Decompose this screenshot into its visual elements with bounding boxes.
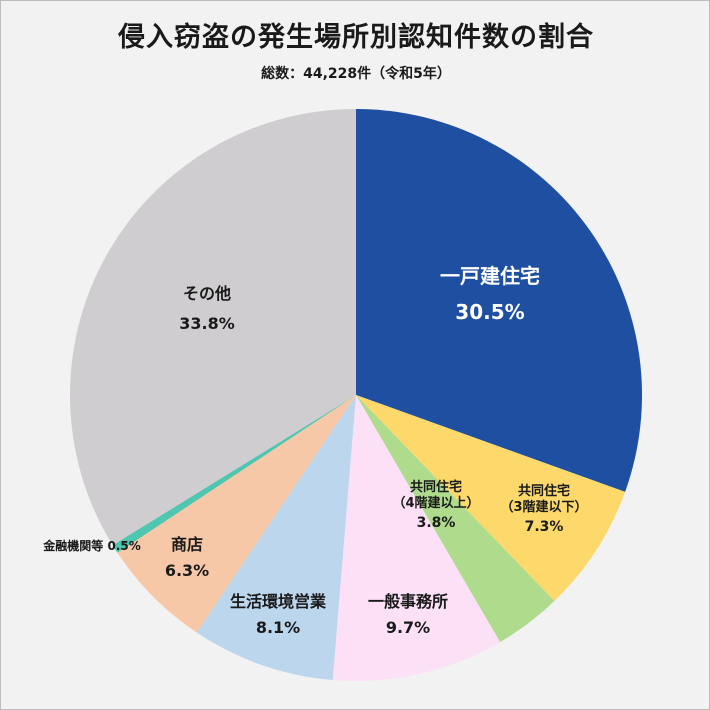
slice-label: 一戸建住宅 30.5% bbox=[440, 264, 540, 324]
pie-slice bbox=[196, 395, 356, 681]
slice-label: 金融機関等 0.5% bbox=[42, 538, 140, 553]
pie-slice bbox=[117, 395, 356, 633]
slice-label: 生活環境営業 8.1% bbox=[230, 592, 327, 637]
chart-subtitle: 総数：44,228件（令和5年） bbox=[261, 66, 451, 82]
slice-label: 共同住宅（4階建以上） 3.8% bbox=[392, 479, 479, 531]
pie-slice bbox=[356, 109, 642, 492]
pie-slice bbox=[332, 395, 501, 682]
pie-slice bbox=[356, 395, 555, 643]
pie-slice bbox=[112, 395, 357, 553]
slice-label: 一般事務所 9.7% bbox=[368, 592, 448, 637]
slice-label: 共同住宅（3階建以下） 7.3% bbox=[500, 483, 587, 535]
pie-slice bbox=[356, 395, 626, 602]
slice-label: その他 33.8% bbox=[179, 284, 235, 333]
pie-slice bbox=[70, 109, 357, 546]
chart-title: 侵入窃盗の発生場所別認知件数の割合 bbox=[118, 22, 594, 53]
slice-label: 商店 6.3% bbox=[165, 535, 209, 580]
